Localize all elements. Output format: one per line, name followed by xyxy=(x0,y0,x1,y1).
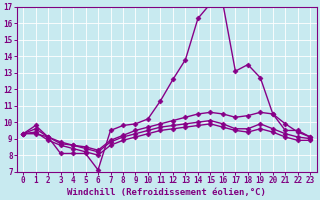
X-axis label: Windchill (Refroidissement éolien,°C): Windchill (Refroidissement éolien,°C) xyxy=(67,188,266,197)
